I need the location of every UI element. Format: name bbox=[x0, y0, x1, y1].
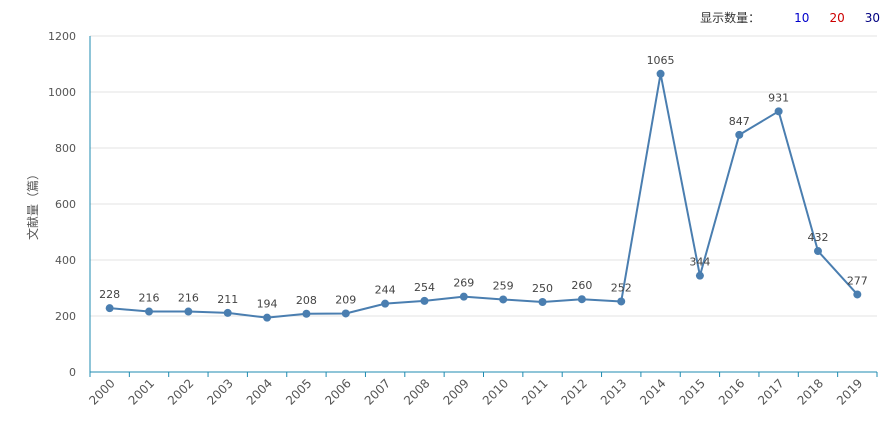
data-label: 254 bbox=[414, 281, 435, 294]
data-point bbox=[341, 309, 350, 318]
data-point bbox=[499, 295, 508, 304]
data-point bbox=[459, 292, 468, 301]
x-tick-label: 2009 bbox=[440, 376, 471, 407]
page-size-option-10[interactable]: 10 bbox=[794, 10, 810, 25]
data-point bbox=[302, 309, 311, 318]
x-tick-label: 2006 bbox=[322, 376, 353, 407]
x-tick-label: 2013 bbox=[598, 376, 629, 407]
data-point bbox=[617, 297, 626, 306]
data-label: 432 bbox=[807, 231, 828, 244]
x-tick-label: 2008 bbox=[401, 376, 432, 407]
data-label: 259 bbox=[493, 279, 514, 292]
y-tick-label: 1000 bbox=[48, 86, 76, 99]
data-point bbox=[538, 298, 547, 306]
y-axis-label: 文献量（篇） bbox=[25, 168, 40, 240]
y-tick-label: 200 bbox=[55, 310, 76, 323]
x-axis: 2000 2001 2002 2003 2004 2005 2006 2007 2008 2009… bbox=[86, 371, 878, 408]
data-label: 931 bbox=[768, 91, 789, 104]
data-label: 208 bbox=[296, 294, 317, 307]
data-point bbox=[813, 247, 822, 256]
data-point bbox=[223, 308, 232, 317]
data-label: 211 bbox=[217, 293, 238, 306]
y-tick-label: 800 bbox=[55, 142, 76, 155]
x-tick-label: 2001 bbox=[126, 376, 157, 407]
x-tick-label: 2010 bbox=[480, 376, 511, 407]
data-label: 216 bbox=[139, 292, 160, 305]
data-point bbox=[145, 307, 154, 316]
x-tick-label: 2015 bbox=[677, 376, 708, 407]
page-size-selector: 显示数量： 10 20 30 bbox=[700, 9, 880, 26]
data-label: 252 bbox=[611, 281, 632, 294]
data-point bbox=[420, 296, 429, 305]
data-label: 228 bbox=[99, 288, 120, 301]
data-point bbox=[695, 271, 704, 280]
x-tick-label: 2014 bbox=[637, 376, 668, 407]
y-tick-label: 1200 bbox=[48, 30, 76, 43]
data-point bbox=[105, 304, 114, 313]
x-tick-label: 2003 bbox=[204, 376, 235, 407]
data-point bbox=[184, 307, 193, 316]
data-point bbox=[774, 107, 783, 116]
data-label: 269 bbox=[453, 277, 474, 290]
data-label: 194 bbox=[257, 298, 278, 311]
y-tick-label: 400 bbox=[55, 254, 76, 267]
page-size-label: 显示数量： bbox=[700, 11, 761, 25]
x-tick-label: 2011 bbox=[519, 376, 550, 407]
x-tick-label: 2017 bbox=[755, 376, 786, 407]
x-tick-label: 2018 bbox=[795, 376, 826, 407]
data-label: 216 bbox=[178, 292, 199, 305]
x-tick-label: 2007 bbox=[362, 376, 393, 407]
data-point bbox=[263, 313, 272, 322]
x-tick-label: 2000 bbox=[86, 376, 117, 407]
x-tick-label: 2005 bbox=[283, 376, 314, 407]
data-point bbox=[577, 295, 586, 304]
y-tick-label: 600 bbox=[55, 198, 76, 211]
data-label: 244 bbox=[375, 284, 396, 297]
data-point bbox=[735, 130, 744, 139]
gridlines bbox=[90, 35, 877, 317]
y-tick-label: 0 bbox=[69, 366, 76, 379]
data-label: 250 bbox=[532, 282, 553, 295]
data-point bbox=[381, 299, 390, 308]
data-point bbox=[656, 69, 665, 78]
data-label: 1065 bbox=[647, 54, 675, 67]
data-label: 260 bbox=[571, 279, 592, 292]
page-size-option-20[interactable]: 20 bbox=[829, 10, 845, 25]
data-label: 847 bbox=[729, 115, 750, 128]
data-point bbox=[853, 290, 862, 299]
data-label: 209 bbox=[335, 293, 356, 306]
series-line-path bbox=[109, 72, 859, 319]
data-label: 344 bbox=[689, 256, 710, 269]
series-line: 228 216 216 211 194 208 209 244 254 269 259 250 260 2… bbox=[99, 54, 868, 322]
data-label: 277 bbox=[847, 274, 868, 287]
x-tick-label: 2002 bbox=[165, 376, 196, 407]
y-axis: 0 200 400 600 800 1000 1200 bbox=[48, 30, 91, 379]
x-tick-label: 2019 bbox=[834, 376, 865, 407]
x-tick-label: 2004 bbox=[244, 376, 275, 407]
x-tick-label: 2012 bbox=[558, 376, 589, 407]
page-size-option-30[interactable]: 30 bbox=[864, 10, 880, 25]
x-tick-label: 2016 bbox=[716, 376, 747, 407]
